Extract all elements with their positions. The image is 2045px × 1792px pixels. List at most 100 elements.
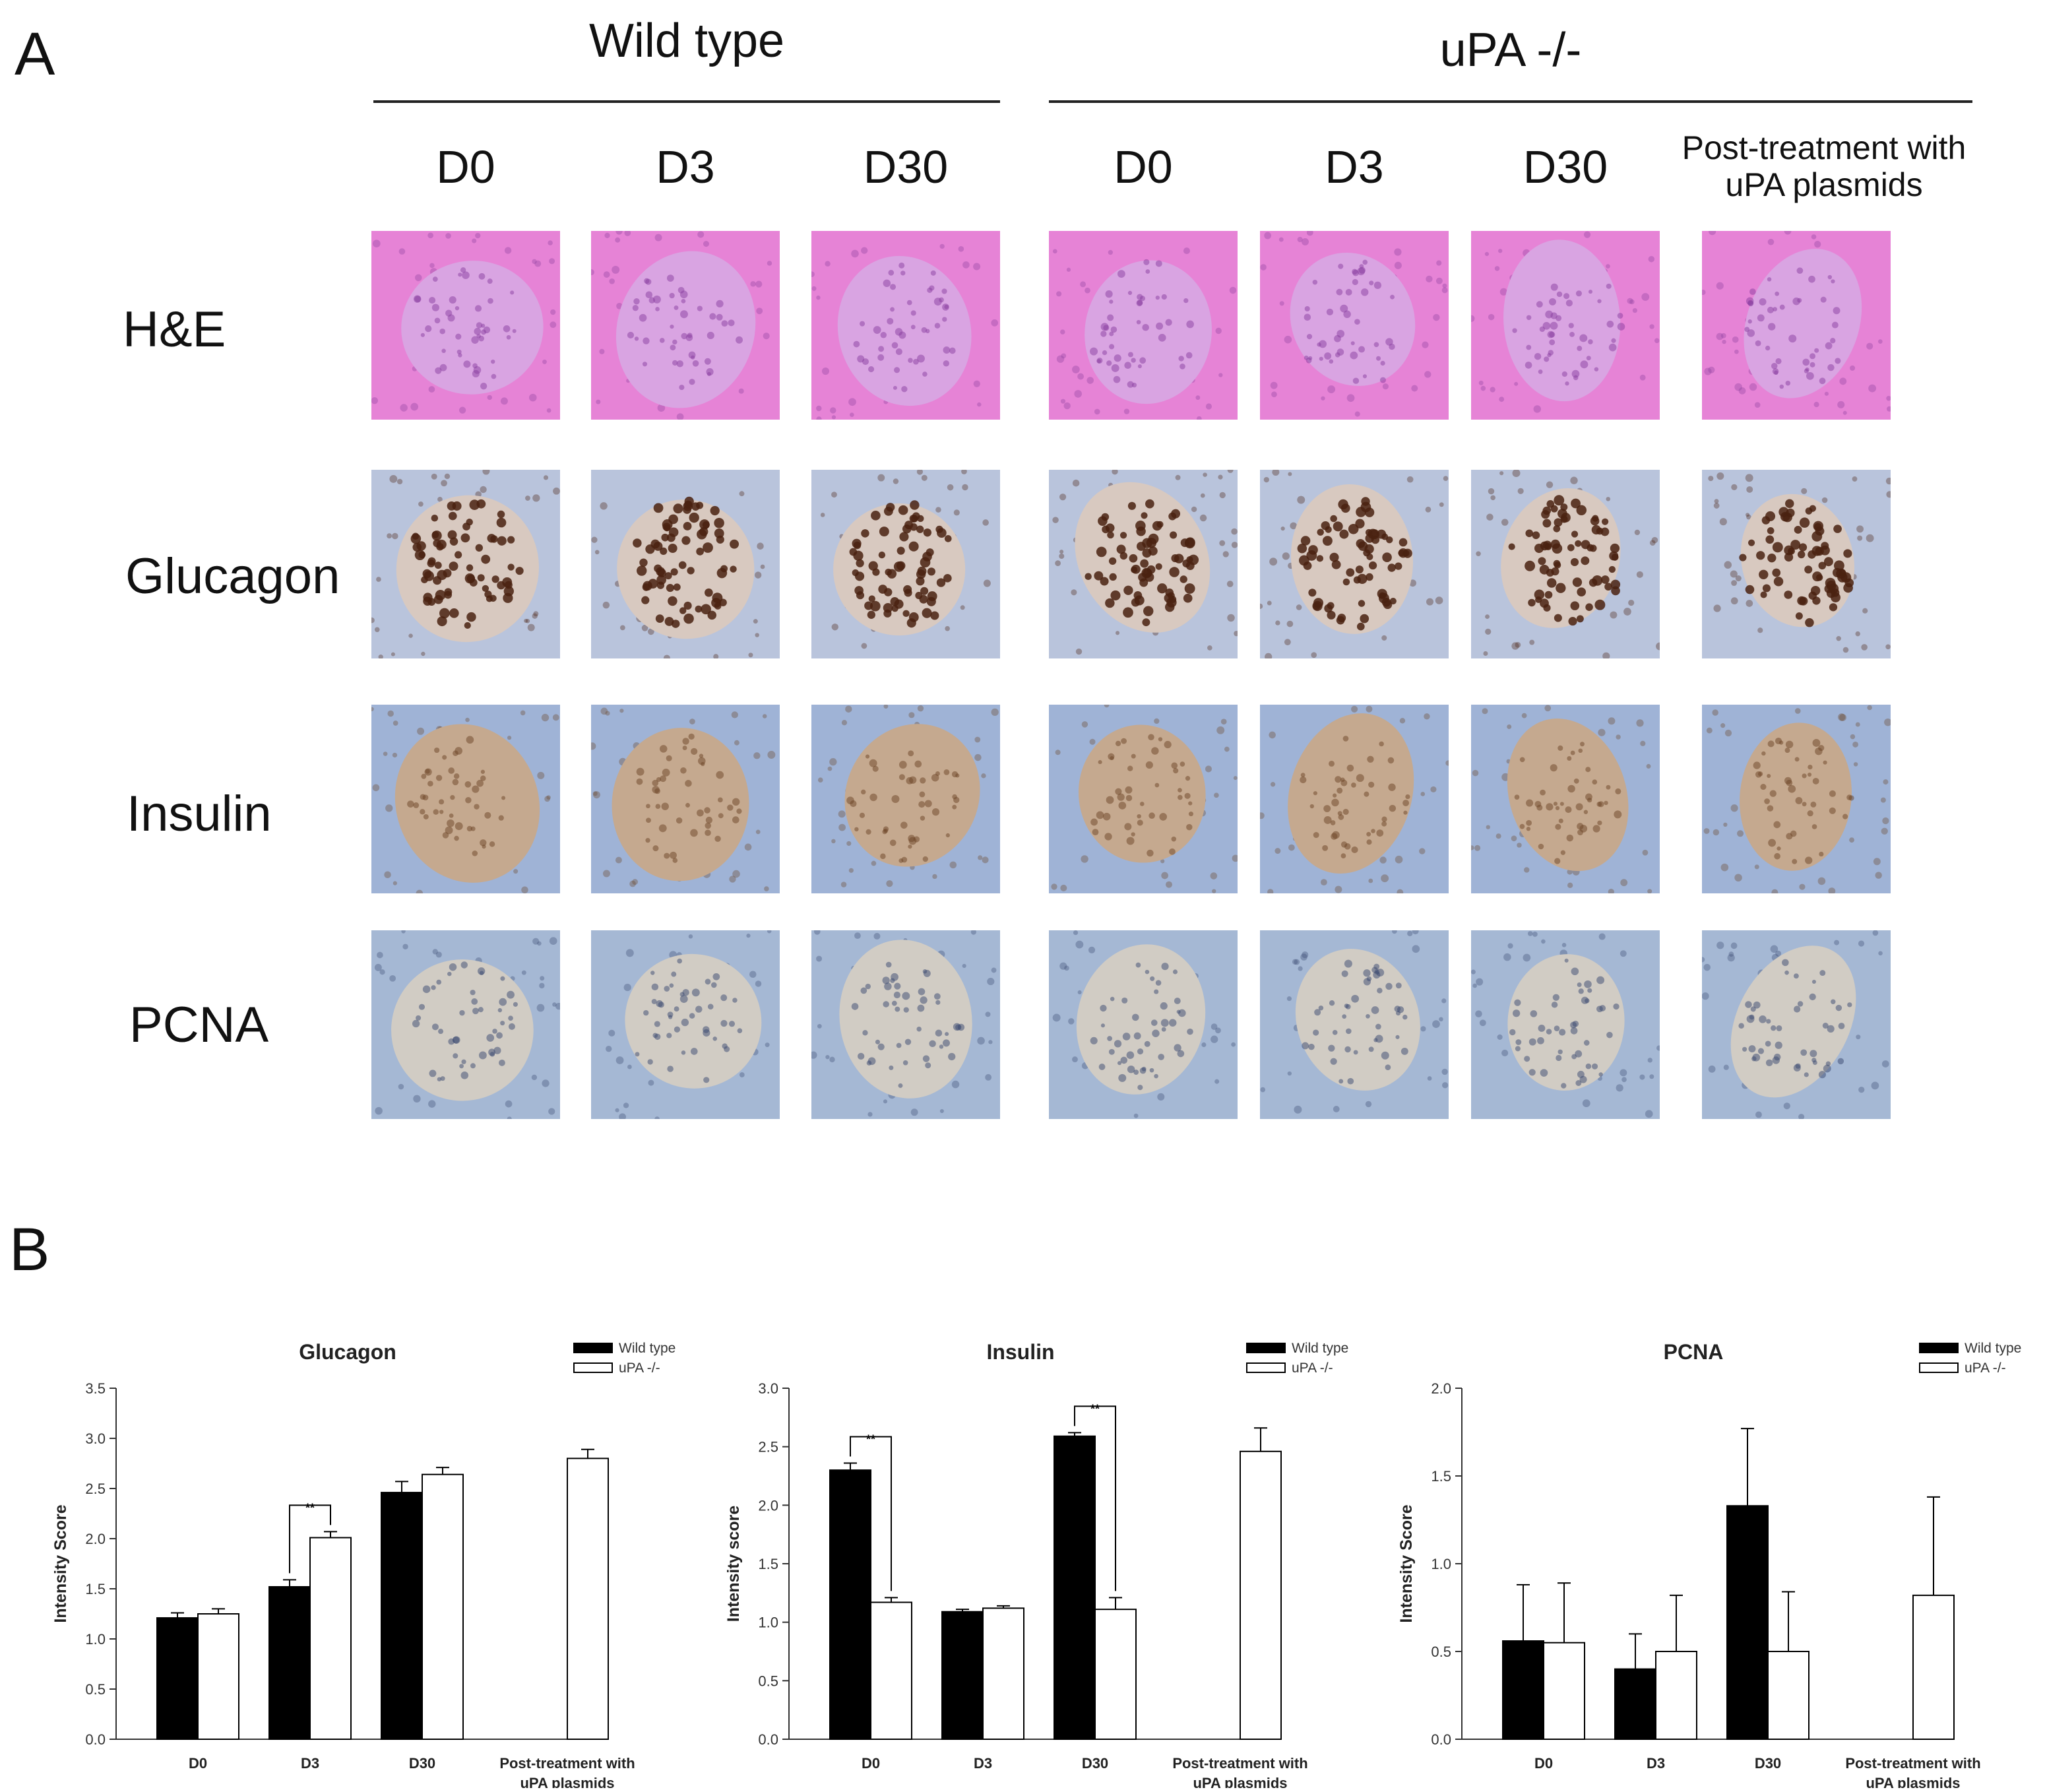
y-axis-label: Intensity Score [1397,1504,1416,1622]
legend-swatch-upa-ko [1919,1362,1959,1373]
significance-bracket [289,1504,331,1574]
x-tick-label-d0: D0 [1534,1755,1553,1772]
y-axis-label: Intensity Score [51,1504,70,1622]
column-label-wt-d0: D0 [436,141,495,193]
y-tick-label: 0.5 [85,1681,106,1698]
legend-label-wild-type: Wild type [1965,1341,2021,1356]
chart-pcna: PCNA 0.0 0.5 1.0 1.5 2.0 Intensity Score D0 D3 D3… [1397,1340,2021,1788]
group-underline-upa-knockout [1049,100,1972,103]
micrograph-glucagon-ko-d3 [1260,470,1449,658]
legend-label-upa-ko: uPA -/- [1965,1360,2006,1376]
chart-title: Glucagon [299,1340,396,1364]
y-tick-label: 2.5 [758,1439,778,1456]
x-tick-label-post-treatment-line1: Post-treatment with [499,1755,635,1772]
significance-bracket [1074,1405,1116,1591]
micrograph-glucagon-post-treatment [1702,470,1891,658]
y-tick-label: 0.0 [758,1731,778,1748]
y-tick-label: 1.0 [758,1615,778,1631]
micrograph-insulin-wt-d0 [371,705,560,893]
column-label-ko-d3: D3 [1325,141,1384,193]
panel-letter-a: A [15,20,55,88]
micrograph-insulin-ko-d0 [1049,705,1238,893]
bar-upa-ko-d0 [197,1613,239,1740]
legend-swatch-upa-ko [1246,1362,1286,1373]
micrograph-glucagon-ko-d0 [1049,470,1238,658]
micrograph-he-wt-d0 [371,231,560,420]
bar-upa-ko-d0 [870,1601,912,1740]
bar-upa-ko-post-treatment [1240,1450,1282,1740]
micrograph-glucagon-wt-d3 [591,470,780,658]
x-tick-label-d0: D0 [862,1755,880,1772]
bar-upa-ko-d30 [422,1473,464,1740]
bar-wild-type-d0 [1502,1640,1544,1741]
y-tick-label: 3.0 [758,1380,778,1397]
micrograph-pcna-wt-d30 [811,930,1000,1119]
micrograph-pcna-ko-d30 [1471,930,1660,1119]
x-tick-label-post-treatment-line1: Post-treatment with [1172,1755,1307,1772]
x-tick-label-d0: D0 [189,1755,207,1772]
legend-label-upa-ko: uPA -/- [619,1360,660,1376]
chart-title: PCNA [1664,1340,1724,1364]
x-tick-label-post-treatment-line2: uPA plasmids [1193,1775,1287,1788]
x-tick-label-d30: D30 [1755,1755,1781,1772]
bar-wild-type-d0 [829,1469,871,1740]
x-tick-label-d30: D30 [1082,1755,1108,1772]
legend-swatch-wild-type [573,1343,613,1353]
micrograph-glucagon-ko-d30 [1471,470,1660,658]
bar-wild-type-d3 [941,1611,984,1740]
y-tick-label: 1.5 [758,1556,778,1572]
legend-swatch-wild-type [1246,1343,1286,1353]
group-title-upa-knockout: uPA -/- [1439,24,1582,77]
bar-wild-type-d0 [156,1617,199,1740]
bar-upa-ko-post-treatment [567,1457,609,1740]
micrograph-glucagon-wt-d30 [811,470,1000,658]
bar-wild-type-d30 [381,1492,423,1740]
y-tick-label: 0.5 [758,1673,778,1689]
legend-swatch-upa-ko [573,1362,613,1373]
row-label-insulin: Insulin [127,786,272,842]
significance-bracket [850,1436,892,1591]
group-title-wild-type: Wild type [588,15,785,67]
y-tick-label: 0.5 [1431,1644,1451,1660]
legend-swatch-wild-type [1919,1343,1959,1353]
bar-wild-type-d3 [1614,1668,1656,1740]
bar-upa-ko-d3 [309,1537,352,1740]
significance-marker: ** [866,1432,875,1446]
bar-wild-type-d30 [1726,1505,1769,1740]
y-tick-label: 3.0 [85,1430,106,1447]
micrograph-glucagon-wt-d0 [371,470,560,658]
x-tick-label-post-treatment-line1: Post-treatment with [1845,1755,1980,1772]
micrograph-pcna-post-treatment [1702,930,1891,1119]
x-tick-label-post-treatment-line2: uPA plasmids [1866,1775,1960,1788]
legend-label-wild-type: Wild type [619,1341,676,1356]
y-tick-label: 1.0 [1431,1556,1451,1572]
micrograph-he-wt-d3 [591,231,780,420]
x-tick-label-d30: D30 [409,1755,435,1772]
x-tick-label-d3: D3 [974,1755,992,1772]
chart-insulin: Insulin 0.0 0.5 1.0 1.5 2.0 2.5 3.0 Intensity sc… [724,1340,1348,1788]
bar-upa-ko-d3 [1655,1651,1697,1740]
y-tick-label: 1.5 [85,1581,106,1597]
group-underline-wild-type [373,100,1000,103]
y-axis-label: Intensity score [724,1506,743,1622]
y-tick-label: 2.0 [85,1531,106,1547]
micrograph-he-ko-d3 [1260,231,1449,420]
bar-upa-ko-post-treatment [1912,1594,1955,1740]
y-tick-label: 1.0 [85,1631,106,1648]
y-tick-label: 2.0 [758,1497,778,1514]
bar-upa-ko-d30 [1094,1609,1137,1740]
y-tick-label: 3.5 [85,1380,106,1397]
chart-title: Insulin [986,1340,1054,1364]
micrograph-insulin-wt-d3 [591,705,780,893]
y-tick-label: 1.5 [1431,1468,1451,1485]
y-tick-label: 2.5 [85,1481,106,1497]
micrograph-insulin-post-treatment [1702,705,1891,893]
micrograph-insulin-ko-d30 [1471,705,1660,893]
legend-label-wild-type: Wild type [1292,1341,1348,1356]
micrograph-pcna-ko-d0 [1049,930,1238,1119]
column-label-ko-d0: D0 [1114,141,1173,193]
y-tick-label: 0.0 [85,1731,106,1748]
significance-marker: ** [305,1501,315,1514]
column-label-post-treatment: Post-treatment with uPA plasmids [1682,129,1966,203]
panel-letter-b: B [9,1216,50,1283]
